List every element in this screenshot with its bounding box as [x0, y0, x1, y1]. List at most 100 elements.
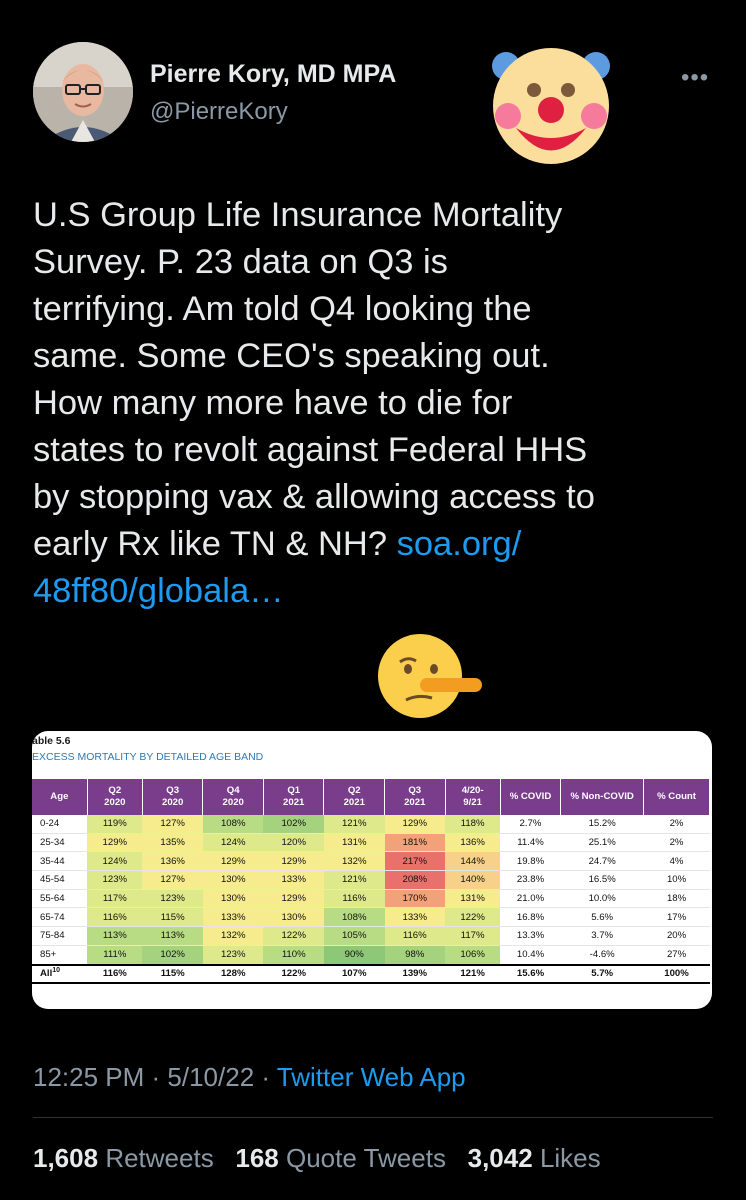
author-name[interactable]: Pierre Kory, MD MPA: [150, 60, 397, 88]
retweet-label[interactable]: Retweets: [105, 1143, 214, 1173]
table-header-cell: Q3 2020: [142, 779, 204, 815]
table-header-cell: % Non-COVID: [560, 779, 645, 815]
table-row: 75-84 113% 113% 132% 122% 105% 116% 117% 13.3% 3.…: [32, 926, 710, 946]
table-cell: 5.6%: [560, 907, 644, 928]
table-cell: 124%: [87, 851, 143, 872]
table-row: 55-64 117% 123% 130% 129% 116% 170% 131% 21.0% 10…: [32, 889, 710, 909]
table-cell: 124%: [202, 833, 264, 853]
age-cell: All10: [32, 963, 88, 984]
table-cell: 113%: [142, 926, 203, 946]
table-cell: 140%: [445, 870, 501, 890]
tweet-source-app[interactable]: Twitter Web App: [276, 1062, 466, 1092]
table-cell: 116%: [384, 926, 446, 946]
tweet-time[interactable]: 12:25 PM: [33, 1062, 145, 1092]
table-cell: 122%: [445, 907, 501, 928]
table-total-row: All10 116% 115% 128% 122% 107% 139% 121% 15.6% 5.…: [32, 963, 710, 984]
table-cell: -4.6%: [560, 945, 644, 966]
mortality-table: Age Q2 2020 Q3 2020 Q4 2020 Q1 2021 Q2 2021 Q3 2021 4…: [32, 779, 710, 984]
tweet-stats: 1,608 Retweets 168 Quote Tweets 3,042 Li…: [33, 1143, 601, 1174]
table-cell: 136%: [142, 851, 203, 872]
table-cell: 132%: [323, 851, 385, 872]
age-cell: 75-84: [32, 926, 88, 946]
meta-separator-2: ·: [254, 1062, 277, 1092]
table-cell: 21.0%: [500, 889, 561, 909]
table-cell: 120%: [263, 833, 324, 853]
table-cell: 123%: [87, 870, 143, 890]
age-cell: 65-74: [32, 907, 88, 928]
table-cell: 98%: [384, 945, 446, 966]
table-cell: 121%: [323, 815, 385, 834]
table-cell: 25.1%: [560, 833, 644, 853]
table-cell: 135%: [142, 833, 203, 853]
table-cell: 115%: [142, 907, 203, 928]
tweet-media[interactable]: able 5.6 EXCESS MORTALITY BY DETAILED AG…: [32, 731, 712, 1009]
table-cell: 123%: [142, 889, 203, 909]
tweet-date[interactable]: 5/10/22: [167, 1062, 255, 1092]
table-cell: 113%: [87, 926, 143, 946]
table-cell: 132%: [202, 926, 264, 946]
table-cell: 129%: [263, 851, 324, 872]
table-cell: 128%: [202, 963, 264, 984]
table-cell: 108%: [202, 815, 264, 834]
table-cell: 118%: [445, 815, 501, 834]
table-cell: 2%: [643, 833, 710, 853]
link-line-1[interactable]: soa.org/: [396, 525, 522, 563]
table-header-cell: 4/20- 9/21: [445, 779, 501, 815]
like-label[interactable]: Likes: [539, 1143, 601, 1173]
table-cell: 127%: [142, 815, 203, 834]
avatar[interactable]: [33, 42, 133, 142]
table-cell: 11.4%: [500, 833, 561, 853]
table-cell: 130%: [263, 907, 324, 928]
meta-separator: ·: [144, 1062, 168, 1092]
table-cell: 181%: [384, 833, 446, 853]
table-cell: 20%: [643, 926, 710, 946]
table-header-cell: Q4 2020: [202, 779, 264, 815]
table-cell: 4%: [643, 851, 710, 872]
table-cell: 110%: [263, 945, 324, 966]
age-cell: 25-34: [32, 833, 88, 853]
table-row: 85+ 111% 102% 123% 110% 90% 98% 106% 10.4% -4.6% 2…: [32, 945, 710, 966]
table-cell: 24.7%: [560, 851, 644, 872]
table-cell: 23.8%: [500, 870, 561, 890]
table-cell: 90%: [323, 945, 385, 966]
table-cell: 130%: [202, 870, 264, 890]
table-cell: 116%: [323, 889, 385, 909]
table-cell: 19.8%: [500, 851, 561, 872]
table-header-cell: Q2 2020: [87, 779, 143, 815]
table-subtitle: EXCESS MORTALITY BY DETAILED AGE BAND: [32, 751, 264, 763]
table-cell: 116%: [87, 907, 143, 928]
author-handle[interactable]: @PierreKory: [150, 98, 288, 125]
table-cell: 117%: [445, 926, 501, 946]
divider: [33, 1117, 713, 1118]
table-cell: 136%: [445, 833, 501, 853]
table-cell: 131%: [445, 889, 501, 909]
table-cell: 123%: [202, 945, 264, 966]
table-cell: 102%: [142, 945, 203, 966]
table-cell: 16.8%: [500, 907, 561, 928]
table-cell: 15.6%: [500, 963, 561, 984]
table-cell: 117%: [87, 889, 143, 909]
table-cell: 129%: [263, 889, 324, 909]
table-cell: 102%: [263, 815, 324, 834]
table-cell: 111%: [87, 945, 143, 966]
quote-label[interactable]: Quote Tweets: [286, 1143, 446, 1173]
table-cell: 115%: [142, 963, 203, 984]
like-count[interactable]: 3,042: [467, 1143, 533, 1173]
link-line-2[interactable]: 48ff80/globala…: [33, 572, 284, 610]
more-icon[interactable]: •••: [681, 64, 710, 91]
table-header-cell: Q2 2021: [323, 779, 385, 815]
table-cell: 129%: [87, 833, 143, 853]
table-cell: 133%: [384, 907, 446, 928]
table-cell: 10.4%: [500, 945, 561, 966]
table-cell: 170%: [384, 889, 446, 909]
table-row: 0-24 119% 127% 108% 102% 121% 129% 118% 2.7% 15.2…: [32, 815, 710, 834]
retweet-count[interactable]: 1,608: [33, 1143, 99, 1173]
table-cell: 144%: [445, 851, 501, 872]
table-header-cell: Q1 2021: [263, 779, 325, 815]
table-cell: 208%: [384, 870, 446, 890]
table-cell: 108%: [323, 907, 385, 928]
age-cell: 85+: [32, 945, 88, 966]
table-cell: 105%: [323, 926, 385, 946]
quote-count[interactable]: 168: [235, 1143, 279, 1173]
table-cell: 2.7%: [500, 815, 561, 834]
